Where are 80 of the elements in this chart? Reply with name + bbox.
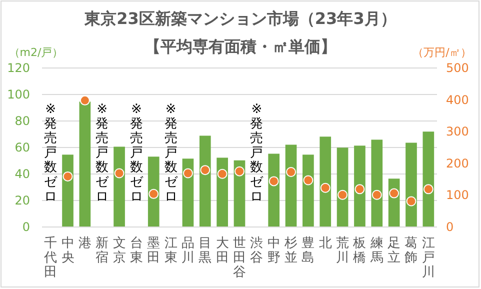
y-tick-label: 80 [14,114,30,128]
x-tick-label: 目黒 [198,236,212,266]
point [114,168,124,178]
annotation: ※発売戸数ゼロ [164,102,178,204]
bar [199,136,211,227]
bar [234,160,246,227]
bar [320,136,332,227]
x-tick-label: 中野 [267,236,280,266]
point [372,190,382,200]
point [338,190,348,200]
point [182,168,193,178]
bar [148,156,160,227]
x-tick-label: 品川 [181,236,194,266]
x-tick-label: 新宿 [96,236,109,266]
y-tick-label: 40 [14,167,30,181]
x-tick-label: 豊島 [302,236,315,266]
y-tick-label: 0 [22,220,30,234]
point [217,168,228,179]
x-tick-label: 中央 [61,236,74,266]
chart-subtitle: 【平均専有面積・㎡単価】 [144,37,336,56]
bar [62,154,74,227]
point [423,184,434,194]
y2-tick-label: 300 [446,124,469,139]
bar [79,102,91,227]
x-tick-label: 千代田 [43,236,58,280]
x-tick-label: 文京 [112,236,126,266]
y-tick-label: 20 [14,194,30,208]
point [148,188,159,199]
y-axis-title: （m2/戸） [8,46,64,59]
annotation: ※発売戸数ゼロ [44,102,58,204]
point [354,184,365,194]
point [303,175,314,186]
y2-axis-title: （万円/㎡） [412,46,472,59]
bar [371,140,383,227]
x-tick-label: 港 [78,236,92,251]
y-tick-label: 100 [7,88,30,102]
point [234,166,244,176]
point [286,166,296,177]
x-tick-label: 杉並 [284,236,298,266]
point [406,196,416,206]
bar [336,148,348,227]
x-tick-label: 渋谷 [250,236,264,266]
x-tick-label: 北 [318,236,332,251]
bar [354,146,366,227]
bar [182,158,194,227]
x-tick-label: 大田 [216,236,229,266]
x-tick-label: 荒川 [336,236,350,266]
point [200,165,210,176]
point [389,188,400,198]
x-tick-label: 世田谷 [233,236,246,280]
y2-tick-label: 200 [446,156,469,170]
y2-tick-label: 100 [446,188,469,202]
y-tick-label: 60 [14,140,30,154]
point [80,95,90,106]
point [268,176,279,186]
y2-tick-label: 0 [446,220,454,234]
x-tick-label: 練馬 [369,236,384,266]
bar [114,146,125,227]
x-tick-label: 葛飾 [404,236,418,266]
bar [268,154,280,227]
bar [422,132,434,227]
bar [406,142,417,227]
x-tick-label: 墨田 [147,236,160,266]
bar [216,158,228,227]
bar [285,144,297,227]
y-tick-label: 120 [7,61,30,75]
x-tick-label: 江戸川 [422,236,435,280]
point [62,171,73,182]
annotation: ※発売戸数ゼロ [96,102,110,204]
point [320,182,330,193]
chart-title: 東京23区新築マンション市場（23年3月） [84,9,396,28]
y2-tick-label: 400 [446,92,469,107]
y2-tick-label: 500 [446,61,469,75]
x-tick-label: 江東 [164,236,178,266]
x-tick-label: 板橋 [352,236,366,266]
bar [302,154,314,227]
x-tick-label: 台東 [130,236,143,266]
annotation: ※発売戸数ゼロ [130,102,144,204]
annotation: ※発売戸数ゼロ [250,102,264,204]
x-tick-label: 足立 [388,236,401,266]
